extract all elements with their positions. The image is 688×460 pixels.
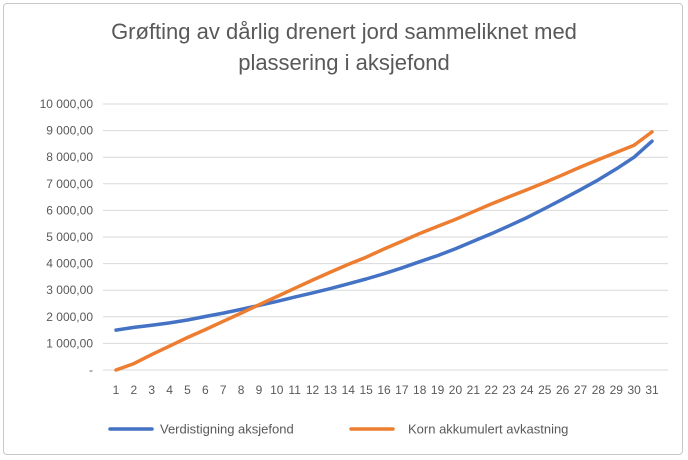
x-tick-label: 23 bbox=[502, 383, 516, 397]
x-tick-label: 13 bbox=[324, 383, 338, 397]
x-tick-label: 5 bbox=[184, 383, 191, 397]
y-axis-tick-labels: - 1 000,00 2 000,00 3 000,00 4 000,00 5 000,0… bbox=[40, 97, 94, 377]
y-tick-label: 9 000,00 bbox=[46, 124, 93, 138]
x-tick-label: 12 bbox=[306, 383, 320, 397]
y-tick-label: - bbox=[89, 363, 93, 377]
x-tick-label: 22 bbox=[485, 383, 499, 397]
x-tick-label: 21 bbox=[467, 383, 481, 397]
x-tick-label: 28 bbox=[592, 383, 606, 397]
x-tick-label: 27 bbox=[574, 383, 588, 397]
y-tick-label: 4 000,00 bbox=[46, 257, 93, 271]
legend-label-2: Korn akkumulert avkastning bbox=[408, 422, 568, 437]
x-tick-label: 17 bbox=[395, 383, 409, 397]
chart-frame bbox=[3, 3, 683, 455]
x-tick-label: 29 bbox=[610, 383, 624, 397]
x-tick-label: 7 bbox=[220, 383, 227, 397]
x-tick-label: 16 bbox=[377, 383, 391, 397]
x-tick-label: 20 bbox=[449, 383, 463, 397]
x-tick-label: 11 bbox=[288, 383, 301, 397]
y-tick-label: 8 000,00 bbox=[46, 150, 93, 164]
legend: Verdistigning aksjefond Korn akkumulert a… bbox=[108, 422, 568, 437]
x-tick-label: 10 bbox=[270, 383, 284, 397]
x-tick-label: 31 bbox=[645, 383, 659, 397]
x-tick-label: 1 bbox=[113, 383, 120, 397]
y-tick-label: 3 000,00 bbox=[46, 283, 93, 297]
gridlines bbox=[103, 103, 668, 344]
y-tick-label: 5 000,00 bbox=[46, 230, 93, 244]
x-tick-label: 6 bbox=[202, 383, 209, 397]
series-line-2 bbox=[114, 130, 654, 372]
x-tick-label: 30 bbox=[627, 383, 641, 397]
series-lines bbox=[114, 130, 654, 372]
x-tick-label: 3 bbox=[148, 383, 155, 397]
chart-title-line-2: plassering i aksjefond bbox=[238, 50, 450, 75]
x-tick-label: 8 bbox=[238, 383, 245, 397]
y-tick-label: 10 000,00 bbox=[40, 97, 94, 111]
x-tick-label: 9 bbox=[256, 383, 263, 397]
x-tick-label: 14 bbox=[342, 383, 356, 397]
x-tick-label: 15 bbox=[359, 383, 373, 397]
x-tick-label: 25 bbox=[538, 383, 552, 397]
x-tick-label: 19 bbox=[431, 383, 445, 397]
x-axis-tick-labels: 1 2 3 4 5 6 7 8 9 10 11 12 13 14 15 16 17 18 19 20 21 22 23 24 2… bbox=[113, 383, 659, 397]
x-tick-label: 4 bbox=[166, 383, 173, 397]
series-line-1 bbox=[114, 139, 654, 332]
y-tick-label: 6 000,00 bbox=[46, 203, 93, 217]
legend-label-1: Verdistigning aksjefond bbox=[160, 422, 294, 437]
y-tick-label: 1 000,00 bbox=[46, 336, 93, 350]
y-tick-label: 7 000,00 bbox=[46, 177, 93, 191]
x-tick-label: 24 bbox=[520, 383, 534, 397]
x-tick-label: 18 bbox=[413, 383, 427, 397]
y-tick-label: 2 000,00 bbox=[46, 310, 93, 324]
x-tick-label: 2 bbox=[131, 383, 138, 397]
chart-title: Grøfting av dårlig drenert jord sammelik… bbox=[0, 16, 688, 78]
x-tick-label: 26 bbox=[556, 383, 570, 397]
chart-title-line-1: Grøfting av dårlig drenert jord sammelik… bbox=[111, 19, 577, 44]
